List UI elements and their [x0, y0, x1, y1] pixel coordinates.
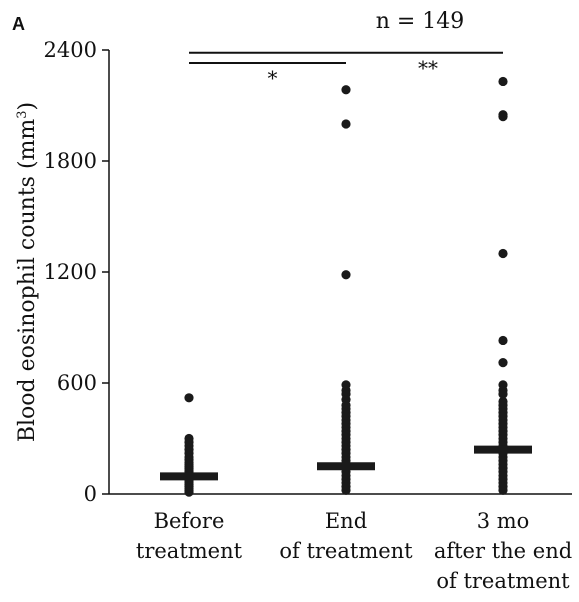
data-point-2-0	[498, 76, 508, 87]
data-point-0-0	[184, 393, 194, 403]
y-tick-label-3: 1800	[44, 149, 97, 173]
median-markers	[160, 445, 532, 481]
y-axis-label: Blood eosinophil counts (mm3)	[15, 102, 40, 442]
x-category-label-1-line-1: of treatment	[279, 539, 413, 563]
x-category-label-1-line-0: End	[325, 509, 367, 533]
y-tick-label-1: 600	[57, 371, 97, 395]
significance-brackets: * **	[189, 51, 503, 90]
y-tick-label-4: 2400	[44, 38, 97, 62]
panel-label: A	[12, 14, 25, 34]
data-point-0-24	[184, 487, 194, 497]
data-point-2-8	[498, 389, 508, 399]
x-category-label-0-line-1: treatment	[136, 539, 243, 563]
data-point-2-33	[498, 485, 508, 495]
data-point-1-0	[341, 85, 351, 95]
significance-label-1: **	[418, 56, 438, 80]
chart-title: n = 149	[376, 9, 465, 34]
data-points	[184, 76, 508, 497]
significance-label-0: *	[268, 66, 278, 90]
x-category-label-2-line-2: of treatment	[436, 569, 570, 593]
x-axis-labels: Before treatment End of treatment 3 mo after …	[136, 509, 572, 593]
data-point-2-3	[498, 248, 508, 259]
data-point-1-30	[341, 485, 351, 495]
x-category-label-0-line-0: Before	[154, 509, 225, 533]
y-axis-label-close: )	[15, 102, 40, 111]
data-point-2-5	[498, 358, 508, 368]
y-axis-label-text: Blood eosinophil counts (mm	[15, 119, 40, 443]
y-axis-label-superscript: 3	[15, 110, 30, 118]
data-point-1-1	[341, 119, 351, 129]
y-tick-label-2: 1200	[44, 260, 97, 284]
x-category-label-2-line-0: 3 mo	[477, 509, 530, 533]
data-point-1-2	[341, 270, 351, 280]
y-tick-label-0: 0	[84, 482, 97, 506]
y-axis-ticks: 0 600 1200 1800 2400	[44, 38, 109, 506]
data-point-2-4	[498, 335, 508, 346]
data-point-2-2	[498, 112, 508, 122]
x-category-label-2-line-1: after the end	[434, 539, 572, 563]
